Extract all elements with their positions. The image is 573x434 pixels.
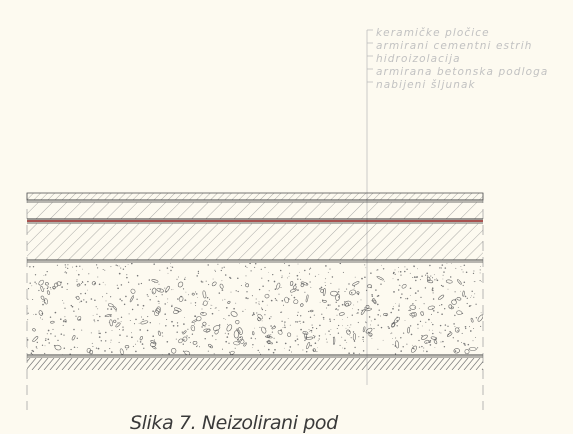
figure-caption: Slika 7. Neizolirani pod	[130, 412, 338, 434]
layer-concrete-base	[27, 223, 483, 263]
layer-compacted-gravel	[27, 263, 483, 358]
layer-ceramic-tiles	[26, 192, 484, 203]
layer-ground	[27, 358, 483, 370]
legend-layer-4: armirana betonska podloga	[376, 66, 548, 78]
legend-layer-2: armirani cementni estrih	[376, 40, 533, 52]
legend-layer-3: hidroizolacija	[376, 53, 461, 65]
legend-layer-1: keramičke pločice	[376, 27, 490, 39]
legend-layer-5: nabijeni šljunak	[376, 79, 476, 91]
layer-cement-screed	[27, 202, 483, 219]
layer-waterproofing	[27, 218, 483, 224]
